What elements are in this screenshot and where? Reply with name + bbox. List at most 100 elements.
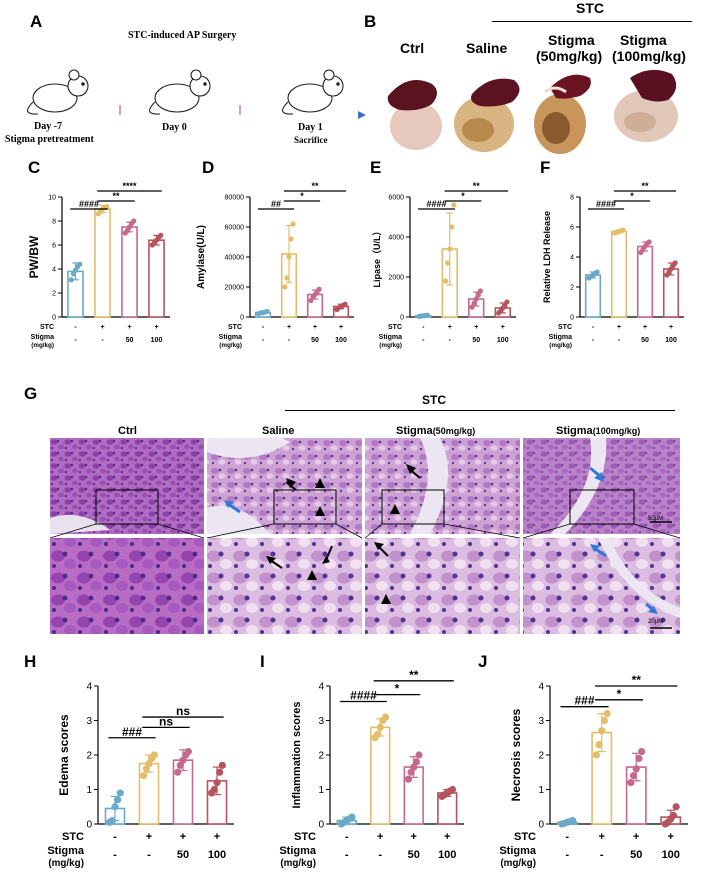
unit-row-label: (mg/kg) xyxy=(549,342,572,349)
stc-cell: + xyxy=(669,324,673,331)
stc-cell: - xyxy=(422,324,425,331)
stc-cell: + xyxy=(643,324,647,331)
data-point xyxy=(469,304,475,310)
data-point xyxy=(449,224,455,230)
stigma-cell: 100 xyxy=(665,337,677,344)
day-minus7-label: Day -7 xyxy=(34,121,63,132)
y-tick-label: 6 xyxy=(570,224,574,231)
y-tick-label: 8 xyxy=(570,194,574,201)
stc-cell: - xyxy=(74,324,77,331)
data-point xyxy=(635,754,643,763)
stc-row-label: STC xyxy=(62,831,84,843)
data-point xyxy=(374,730,382,738)
y-tick-label: 2 xyxy=(538,751,544,762)
data-point xyxy=(376,723,384,731)
stigma-cell: - xyxy=(449,337,452,344)
significance-label: ## xyxy=(271,199,281,209)
data-point xyxy=(445,260,451,266)
panel-letter-c: C xyxy=(28,158,41,177)
mouse-icon xyxy=(149,69,211,115)
data-point xyxy=(569,816,577,825)
data-point xyxy=(471,300,477,306)
data-point xyxy=(116,789,124,797)
hist-stigma50-dose: (50mg/kg) xyxy=(432,426,476,436)
data-point xyxy=(424,312,431,318)
data-point xyxy=(600,716,609,725)
y-tick-label: 4 xyxy=(52,266,56,273)
stigma-cell: - xyxy=(592,337,595,344)
significance-label: **** xyxy=(122,181,137,191)
significance-label: ** xyxy=(409,668,419,682)
stc-cell: + xyxy=(411,831,417,843)
stigma-row-label: Stigma xyxy=(379,334,402,341)
stc-cell: + xyxy=(100,324,104,331)
bar xyxy=(94,208,111,318)
data-point xyxy=(620,227,626,233)
data-point xyxy=(114,796,122,804)
y-axis-label: Inflammation scores xyxy=(291,702,303,809)
stc-cell: - xyxy=(113,831,117,843)
data-point xyxy=(216,768,224,776)
data-point xyxy=(627,779,635,787)
significance-label: ### xyxy=(574,694,594,708)
y-tick-label: 2 xyxy=(570,284,574,291)
hist-label-saline: Saline xyxy=(262,425,295,437)
y-tick-label: 3 xyxy=(318,716,324,727)
chart-inflammation: 0 1 2 3 4 Inflammation scores #### * ** STC Stigma… xyxy=(252,668,476,873)
data-point xyxy=(342,301,348,307)
hist-label-stigma100: Stigma(100mg/kg) xyxy=(556,425,640,437)
chart-necrosis: 0 1 2 3 4 Necrosis scores ### * ** STC Stigma (mg/k… xyxy=(470,668,702,873)
timeline-panel: STC-induced AP Surgery Day -7 Stigma pre… xyxy=(0,30,370,160)
photo-stc-label: STC xyxy=(576,0,604,16)
stc-row-label: STC xyxy=(388,324,402,331)
data-point xyxy=(150,751,158,759)
significance-label: ** xyxy=(632,673,642,687)
stc-row-label: STC xyxy=(294,831,316,843)
stigma-cell: 50 xyxy=(311,337,319,344)
stigma-row-label: Stigma xyxy=(499,845,537,857)
y-tick-label: 20000 xyxy=(225,284,245,291)
panel-letter-g: G xyxy=(24,384,38,403)
stigma-cell: 100 xyxy=(662,849,680,861)
data-point xyxy=(592,751,600,759)
y-tick-label: 10 xyxy=(48,194,56,201)
data-point xyxy=(415,751,423,759)
mouse-icon xyxy=(282,69,344,115)
sacrifice-label: Sacrifice xyxy=(294,135,328,145)
stc-cell: + xyxy=(287,324,291,331)
significance-label: * xyxy=(461,191,465,201)
stigma-row-label: Stigma xyxy=(219,334,242,341)
bar xyxy=(610,230,628,318)
y-tick-label: 0 xyxy=(400,314,404,321)
panel-letter-a: A xyxy=(30,12,43,31)
y-axis-label: Edema scores xyxy=(57,714,71,796)
y-tick-label: 4 xyxy=(570,254,574,261)
stigma-cell: - xyxy=(600,849,604,861)
panel-letter-f: F xyxy=(540,158,551,177)
mouse-icon xyxy=(27,69,89,115)
significance-label: ns xyxy=(176,704,190,718)
photo-label-stigma50: Stigma xyxy=(548,32,595,48)
data-point xyxy=(111,803,119,811)
stc-cell: + xyxy=(633,831,639,843)
stc-row-label: STC xyxy=(40,324,54,331)
histology-stc-label: STC xyxy=(422,393,446,407)
y-tick-label: 4 xyxy=(318,682,324,693)
unit-row-label: (mg/kg) xyxy=(219,342,242,349)
photo-label-50: (50mg/kg) xyxy=(536,48,603,64)
stigma-cell: - xyxy=(262,337,265,344)
data-point xyxy=(504,299,510,305)
data-point xyxy=(473,296,479,302)
y-tick-label: 3 xyxy=(538,716,544,727)
stc-cell: + xyxy=(444,831,450,843)
y-tick-label: 2 xyxy=(86,751,92,762)
data-point xyxy=(131,218,137,224)
organ-photo-ctrl xyxy=(387,80,442,150)
significance-label: * xyxy=(395,682,400,696)
histology-stigma100-low xyxy=(523,438,680,534)
y-tick-label: 60000 xyxy=(225,224,245,231)
y-tick-label: 3 xyxy=(86,716,92,727)
stigma-cell: - xyxy=(345,849,349,861)
data-point xyxy=(158,232,164,238)
chart-edema: 0 1 2 3 4 Edema scores ### ns ns STC Stigma (mg/kg)… xyxy=(14,668,244,873)
